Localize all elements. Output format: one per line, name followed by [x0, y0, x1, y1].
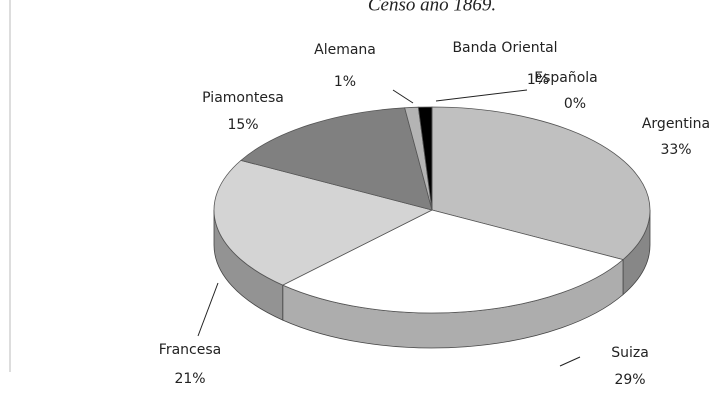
slice: [213, 159, 434, 286]
slice-label: Suiza: [611, 345, 649, 361]
value-label: 29%: [614, 372, 645, 388]
value-label: 0%: [564, 96, 586, 112]
slice-label: Piamontesa: [202, 90, 284, 106]
slice: [281, 209, 624, 314]
slice-label: Alemana: [314, 42, 376, 58]
value-label: 21%: [174, 371, 205, 387]
value-label: 1%: [334, 74, 356, 90]
leader-line: [197, 282, 219, 337]
slice: [240, 107, 433, 211]
value-label: 1%: [527, 72, 549, 88]
value-label: 15%: [227, 117, 258, 133]
chart-title: Censo año 1869.: [368, 0, 496, 15]
slice-label: Argentina: [642, 116, 710, 132]
leader-line: [392, 89, 414, 104]
slice-label: Francesa: [159, 342, 221, 358]
slice: [431, 106, 651, 261]
leader-line: [559, 356, 581, 367]
slice-label: Española: [534, 70, 598, 86]
value-label: 33%: [660, 142, 691, 158]
slice-label: Banda Oriental: [452, 40, 557, 56]
leader-line: [435, 89, 528, 102]
